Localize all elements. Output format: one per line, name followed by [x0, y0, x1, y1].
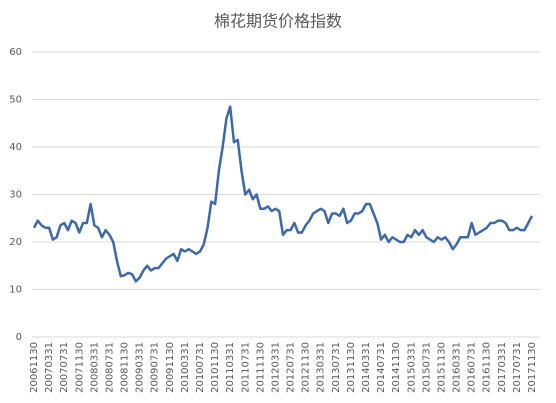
y-tick-label: 50	[9, 95, 22, 106]
x-tick-label: 20101130	[210, 342, 221, 393]
x-tick-label: 20150731	[421, 342, 432, 393]
x-tick-label: 20070331	[44, 342, 55, 393]
x-tick-label: 20160331	[452, 342, 463, 393]
x-tick-label: 20151130	[436, 342, 447, 393]
x-tick-label: 20080331	[89, 342, 100, 393]
x-tick-label: 20081130	[120, 342, 131, 393]
x-tick-label: 20111130	[255, 342, 266, 393]
x-tick-label: 20150331	[406, 342, 417, 393]
x-tick-label: 20110331	[225, 342, 236, 393]
x-tick-label: 20170331	[497, 342, 508, 393]
x-tick-label: 20080731	[104, 342, 115, 393]
y-tick-label: 10	[9, 285, 22, 296]
y-tick-label: 60	[9, 47, 22, 58]
x-tick-label: 20120731	[286, 342, 297, 393]
x-tick-label: 20131130	[346, 342, 357, 393]
x-tick-label: 20171130	[527, 342, 538, 393]
y-tick-label: 40	[9, 142, 22, 153]
chart-title: 棉花期货价格指数	[214, 12, 342, 31]
x-tick-label: 20121130	[301, 342, 312, 393]
x-tick-label: 20071130	[74, 342, 85, 393]
x-tick-label: 20110731	[240, 342, 251, 393]
series-line	[32, 105, 534, 283]
x-tick-label: 20140331	[361, 342, 372, 393]
y-tick-label: 20	[9, 237, 22, 248]
x-tick-label: 20161130	[482, 342, 493, 393]
x-tick-label: 20130731	[331, 342, 342, 393]
x-tick-label: 20170731	[512, 342, 523, 393]
y-tick-label: 0	[16, 332, 22, 343]
x-tick-label: 20100331	[180, 342, 191, 393]
x-tick-label: 20061130	[29, 342, 40, 393]
x-tick-label: 20160731	[467, 342, 478, 393]
x-tick-label: 20070731	[59, 342, 70, 393]
x-tick-label: 20100731	[195, 342, 206, 393]
x-tick-label: 20130331	[316, 342, 327, 393]
x-tick-label: 20140731	[376, 342, 387, 393]
y-tick-label: 30	[9, 190, 22, 201]
x-tick-label: 20090331	[135, 342, 146, 393]
x-tick-label: 20120331	[270, 342, 281, 393]
x-tick-label: 20141130	[391, 342, 402, 393]
x-tick-label: 20090731	[150, 342, 161, 393]
x-tick-label: 20091130	[165, 342, 176, 393]
